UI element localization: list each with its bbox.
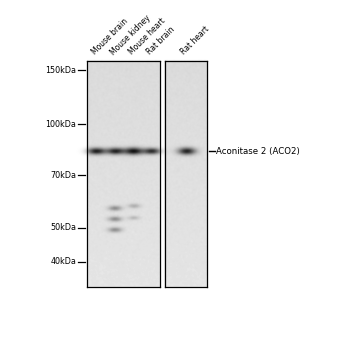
Text: 50kDa: 50kDa — [50, 223, 76, 232]
Text: 100kDa: 100kDa — [45, 120, 76, 129]
Text: Mouse heart: Mouse heart — [127, 17, 167, 57]
Text: 40kDa: 40kDa — [50, 257, 76, 266]
Text: Rat brain: Rat brain — [145, 25, 176, 57]
Text: 70kDa: 70kDa — [50, 171, 76, 180]
Text: Mouse brain: Mouse brain — [90, 17, 130, 57]
Text: Aconitase 2 (ACO2): Aconitase 2 (ACO2) — [216, 147, 300, 156]
Text: Mouse kidney: Mouse kidney — [108, 13, 152, 57]
Text: 150kDa: 150kDa — [45, 66, 76, 75]
Text: Rat heart: Rat heart — [179, 25, 211, 57]
